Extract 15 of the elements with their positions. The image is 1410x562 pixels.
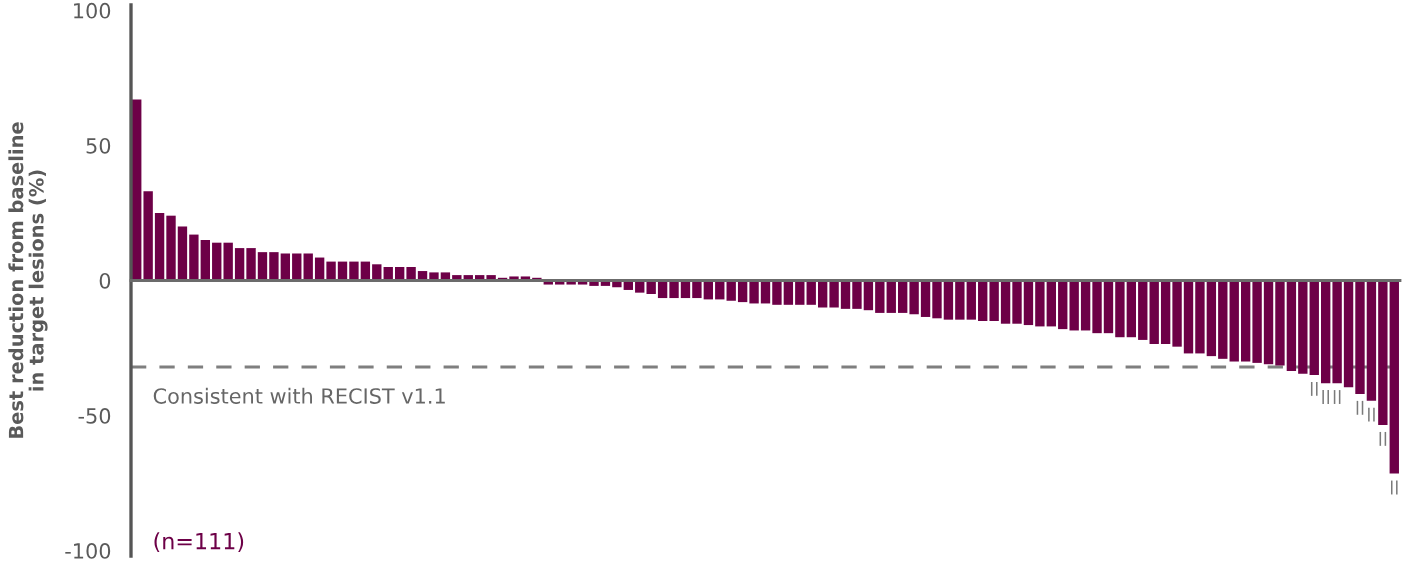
y-tick-label: -100 xyxy=(65,543,111,559)
y-tick-label: 100 xyxy=(74,2,111,19)
data-label: || xyxy=(1379,431,1387,446)
y-axis-title: Best reduction from baseline in target lesions (%) xyxy=(8,122,48,438)
data-label: || xyxy=(1356,400,1364,415)
data-label: || xyxy=(1322,390,1329,404)
y-tick-label: -50 xyxy=(78,408,111,424)
data-label: || xyxy=(1310,381,1318,396)
data-label: || xyxy=(1390,480,1398,495)
y-tick-label: 0 xyxy=(99,272,111,289)
y-tick-label: 50 xyxy=(86,137,111,154)
ref-line-label: Consistent with RECIST v1.1 xyxy=(153,387,445,404)
data-label: || xyxy=(1368,407,1375,422)
data-label: || xyxy=(1333,390,1341,404)
text: (n=111) xyxy=(154,532,244,553)
